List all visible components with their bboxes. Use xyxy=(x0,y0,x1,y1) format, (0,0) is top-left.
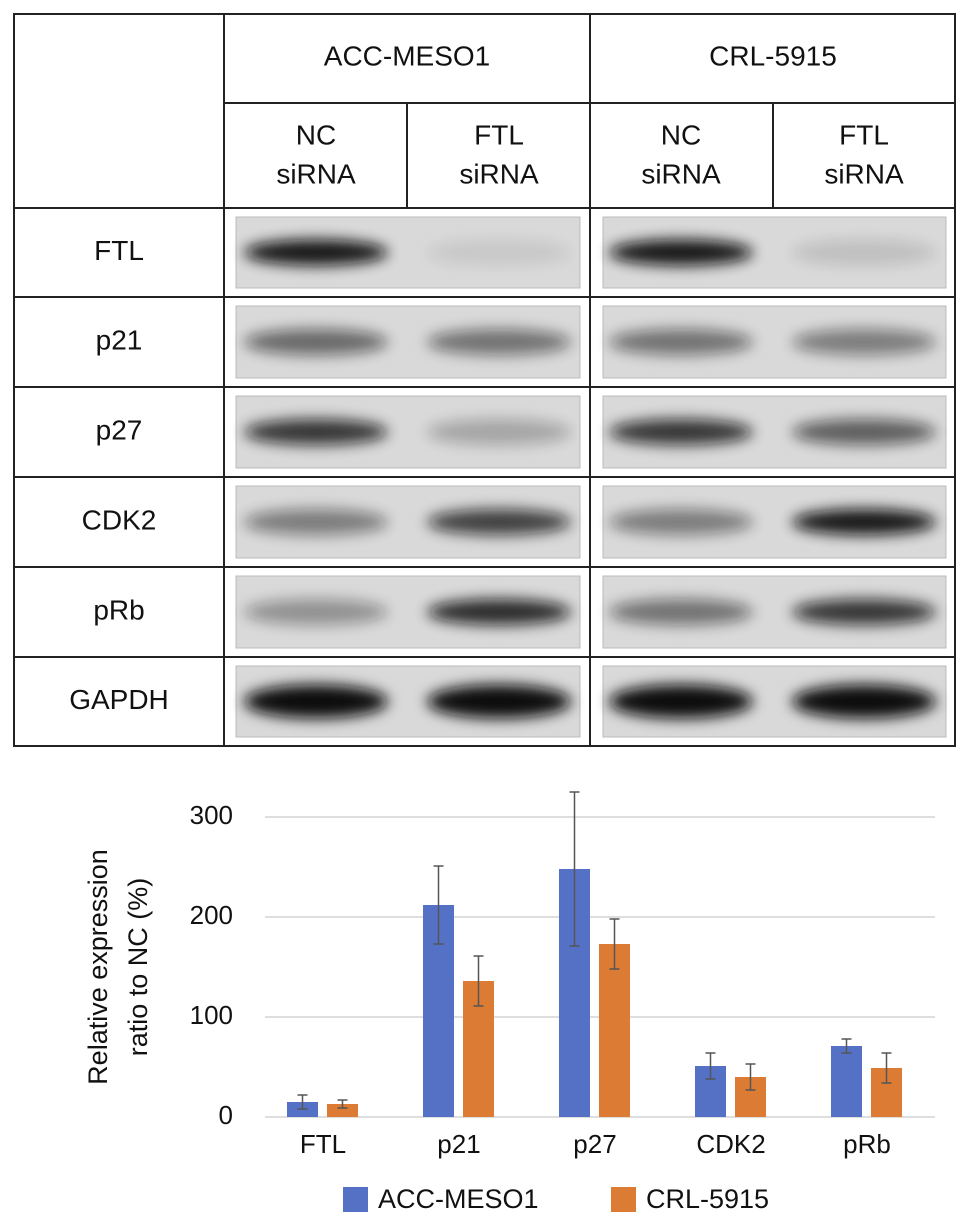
blot-band xyxy=(244,509,388,535)
protein-label: p27 xyxy=(96,414,143,445)
blot-band xyxy=(609,684,753,719)
condition-header: NC xyxy=(296,119,336,150)
blot-band xyxy=(792,684,936,719)
protein-label: p21 xyxy=(96,324,143,355)
blot-band xyxy=(427,684,571,719)
x-tick-label: pRb xyxy=(843,1129,891,1159)
protein-label: FTL xyxy=(94,235,144,266)
protein-label: CDK2 xyxy=(82,504,157,535)
cell-line-header: ACC-MESO1 xyxy=(324,40,490,71)
blot-band xyxy=(427,329,571,355)
blot-band xyxy=(792,239,936,266)
y-tick-label: 300 xyxy=(190,800,233,830)
condition-header: FTL xyxy=(839,119,889,150)
error-bar xyxy=(881,1052,892,1084)
error-bar xyxy=(705,1052,716,1080)
error-bar xyxy=(433,865,444,945)
x-tick-label: CDK2 xyxy=(696,1129,765,1159)
x-tick-label: FTL xyxy=(300,1129,346,1159)
condition-header: NC xyxy=(661,119,701,150)
error-bar xyxy=(745,1063,756,1091)
y-axis-label: ratio to NC (%) xyxy=(123,878,153,1057)
condition-header: FTL xyxy=(474,119,524,150)
blot-band xyxy=(244,684,388,719)
y-tick-label: 100 xyxy=(190,1000,233,1030)
error-bar xyxy=(297,1094,308,1110)
blot-band xyxy=(609,599,753,625)
blot-band xyxy=(792,599,936,625)
bar xyxy=(599,944,630,1117)
legend-swatch xyxy=(343,1187,368,1212)
bar xyxy=(327,1104,358,1117)
cell-line-header: CRL-5915 xyxy=(709,40,837,71)
blot-band xyxy=(244,239,388,266)
protein-label: pRb xyxy=(93,594,144,625)
condition-header: siRNA xyxy=(276,158,356,189)
legend-label: CRL-5915 xyxy=(646,1184,769,1214)
error-bar xyxy=(473,955,484,1007)
blot-band xyxy=(427,239,571,266)
blot-band xyxy=(792,329,936,355)
blot-band xyxy=(427,509,571,535)
blot-band xyxy=(427,419,571,445)
blot-band xyxy=(792,419,936,445)
condition-header: siRNA xyxy=(824,158,904,189)
blot-band xyxy=(244,599,388,625)
x-tick-label: p27 xyxy=(573,1129,616,1159)
blot-band xyxy=(609,239,753,266)
condition-header: siRNA xyxy=(459,158,539,189)
y-tick-label: 200 xyxy=(190,900,233,930)
y-axis-label: Relative expression xyxy=(83,849,113,1085)
protein-label: GAPDH xyxy=(69,684,169,715)
y-tick-label: 0 xyxy=(219,1100,233,1130)
blot-band xyxy=(792,509,936,535)
blot-band xyxy=(244,329,388,355)
blot-band xyxy=(244,419,388,445)
table-grid xyxy=(13,13,956,747)
condition-header: siRNA xyxy=(641,158,721,189)
legend-label: ACC-MESO1 xyxy=(378,1184,539,1214)
legend-swatch xyxy=(611,1187,636,1212)
blot-band xyxy=(609,509,753,535)
error-bar xyxy=(841,1038,852,1054)
error-bar xyxy=(569,791,580,947)
error-bar xyxy=(609,918,620,970)
blot-band xyxy=(609,419,753,445)
x-tick-label: p21 xyxy=(437,1129,480,1159)
bar xyxy=(831,1046,862,1117)
error-bar xyxy=(337,1099,348,1109)
blot-band xyxy=(609,329,753,355)
blot-band xyxy=(427,599,571,625)
